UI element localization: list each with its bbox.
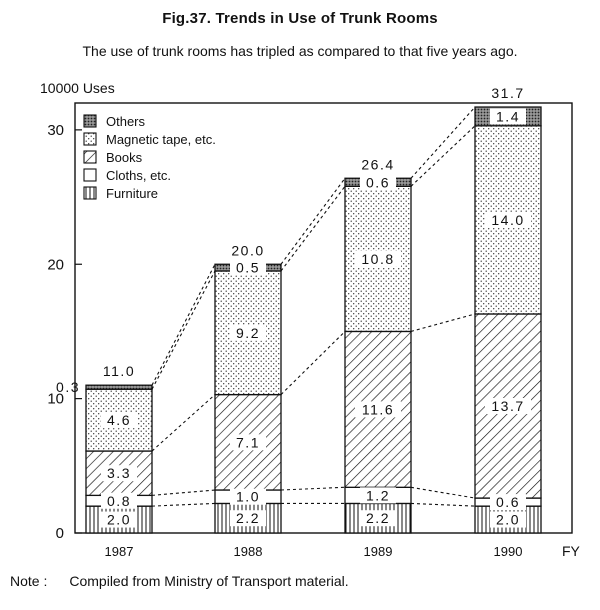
svg-text:0.6: 0.6	[366, 174, 390, 190]
connector-line	[151, 394, 216, 452]
legend-swatch-vertical-lines	[83, 186, 97, 200]
segment-value-label: 2.0	[490, 511, 526, 528]
connector-line	[410, 106, 476, 179]
connector-line	[151, 502, 216, 507]
y-tick-label: 30	[47, 122, 64, 139]
chart-title: Fig.37. Trends in Use of Trunk Rooms	[162, 10, 438, 27]
svg-text:4.6: 4.6	[107, 412, 131, 428]
note-text: Compiled from Ministry of Transport mate…	[69, 573, 349, 589]
bar-segment-dense-dots	[85, 384, 153, 390]
svg-text:9.2: 9.2	[236, 325, 260, 341]
bar-total-label: 11.0	[103, 363, 135, 379]
note: Note : Compiled from Ministry of Transpor…	[10, 573, 349, 589]
svg-text:0.3: 0.3	[56, 379, 80, 395]
y-tick-label: 0	[56, 525, 64, 542]
segment-value-label: 0.3	[56, 379, 80, 395]
x-tick-label: 1990	[494, 544, 523, 559]
segment-value-label: 3.3	[101, 465, 137, 482]
connector-line	[280, 185, 346, 272]
svg-text:11.6: 11.6	[362, 401, 394, 417]
legend-label: Cloths, etc.	[106, 168, 171, 183]
segment-value-label: 0.6	[490, 494, 526, 511]
segment-value-label: 0.6	[360, 174, 396, 191]
svg-text:2.2: 2.2	[366, 510, 390, 526]
segment-value-label: 7.1	[230, 434, 266, 451]
svg-text:2.2: 2.2	[236, 510, 260, 526]
legend-label: Books	[106, 150, 143, 165]
connector-line	[151, 489, 216, 496]
y-tick-label: 10	[47, 391, 64, 408]
svg-text:10.8: 10.8	[361, 251, 394, 267]
legend-label: Magnetic tape, etc.	[106, 132, 216, 147]
svg-text:2.0: 2.0	[496, 512, 520, 528]
connector-line	[151, 270, 216, 390]
connector-line	[410, 502, 476, 507]
svg-text:2.0: 2.0	[107, 512, 131, 528]
svg-text:1.0: 1.0	[236, 489, 260, 505]
legend-swatch-sparse-dots	[83, 132, 97, 146]
connector-line	[151, 263, 216, 386]
connector-line	[280, 486, 346, 491]
note-label: Note :	[10, 573, 48, 589]
segment-value-label: 2.2	[230, 510, 266, 527]
chart-subtitle: The use of trunk rooms has tripled as co…	[82, 43, 518, 59]
segment-value-label: 0.8	[101, 492, 137, 509]
segment-value-label: 11.6	[355, 401, 401, 418]
x-axis-label: FY	[562, 543, 581, 559]
y-tick-label: 20	[47, 256, 64, 273]
segment-value-label: 10.8	[355, 250, 401, 267]
legend-swatch-diagonal-lines	[83, 150, 97, 164]
legend-label: Furniture	[106, 186, 158, 201]
segment-value-label: 1.0	[230, 488, 266, 505]
svg-text:13.7: 13.7	[491, 398, 524, 414]
legend-label: Others	[106, 114, 146, 129]
x-tick-label: 1987	[105, 544, 134, 559]
segment-value-label: 14.0	[485, 211, 531, 228]
segment-value-label: 4.6	[101, 412, 137, 429]
segment-value-label: 2.0	[101, 511, 137, 528]
segment-value-label: 2.2	[360, 510, 396, 527]
svg-text:0.8: 0.8	[107, 493, 131, 509]
svg-text:1.2: 1.2	[366, 487, 390, 503]
connector-line	[280, 331, 346, 395]
segment-value-label: 1.4	[490, 108, 526, 125]
segment-value-label: 9.2	[230, 324, 266, 341]
segment-value-label: 0.5	[230, 259, 266, 276]
x-tick-label: 1988	[234, 544, 263, 559]
svg-text:14.0: 14.0	[491, 212, 524, 228]
svg-text:0.5: 0.5	[236, 260, 260, 276]
segment-value-label: 1.2	[360, 487, 396, 504]
connector-line	[410, 486, 476, 499]
y-axis-label: 10000 Uses	[40, 80, 115, 96]
svg-text:7.1: 7.1	[236, 434, 260, 450]
bar-total-label: 20.0	[231, 242, 264, 258]
svg-text:1.4: 1.4	[496, 108, 520, 124]
legend-swatch-dense-dots	[83, 114, 97, 128]
connector-line	[280, 177, 346, 265]
bar-total-label: 26.4	[361, 156, 394, 172]
connector-line	[410, 313, 476, 332]
svg-text:3.3: 3.3	[107, 465, 131, 481]
bar-total-label: 31.7	[491, 85, 524, 101]
legend: Others Magnetic tape, etc. Books Cloths, et…	[83, 114, 216, 201]
segment-value-label: 13.7	[485, 398, 531, 415]
connector-line	[410, 125, 476, 187]
plot-frame	[74, 102, 573, 534]
legend-swatch-blank	[83, 168, 97, 182]
svg-text:0.6: 0.6	[496, 494, 520, 510]
x-tick-label: 1989	[364, 544, 393, 559]
